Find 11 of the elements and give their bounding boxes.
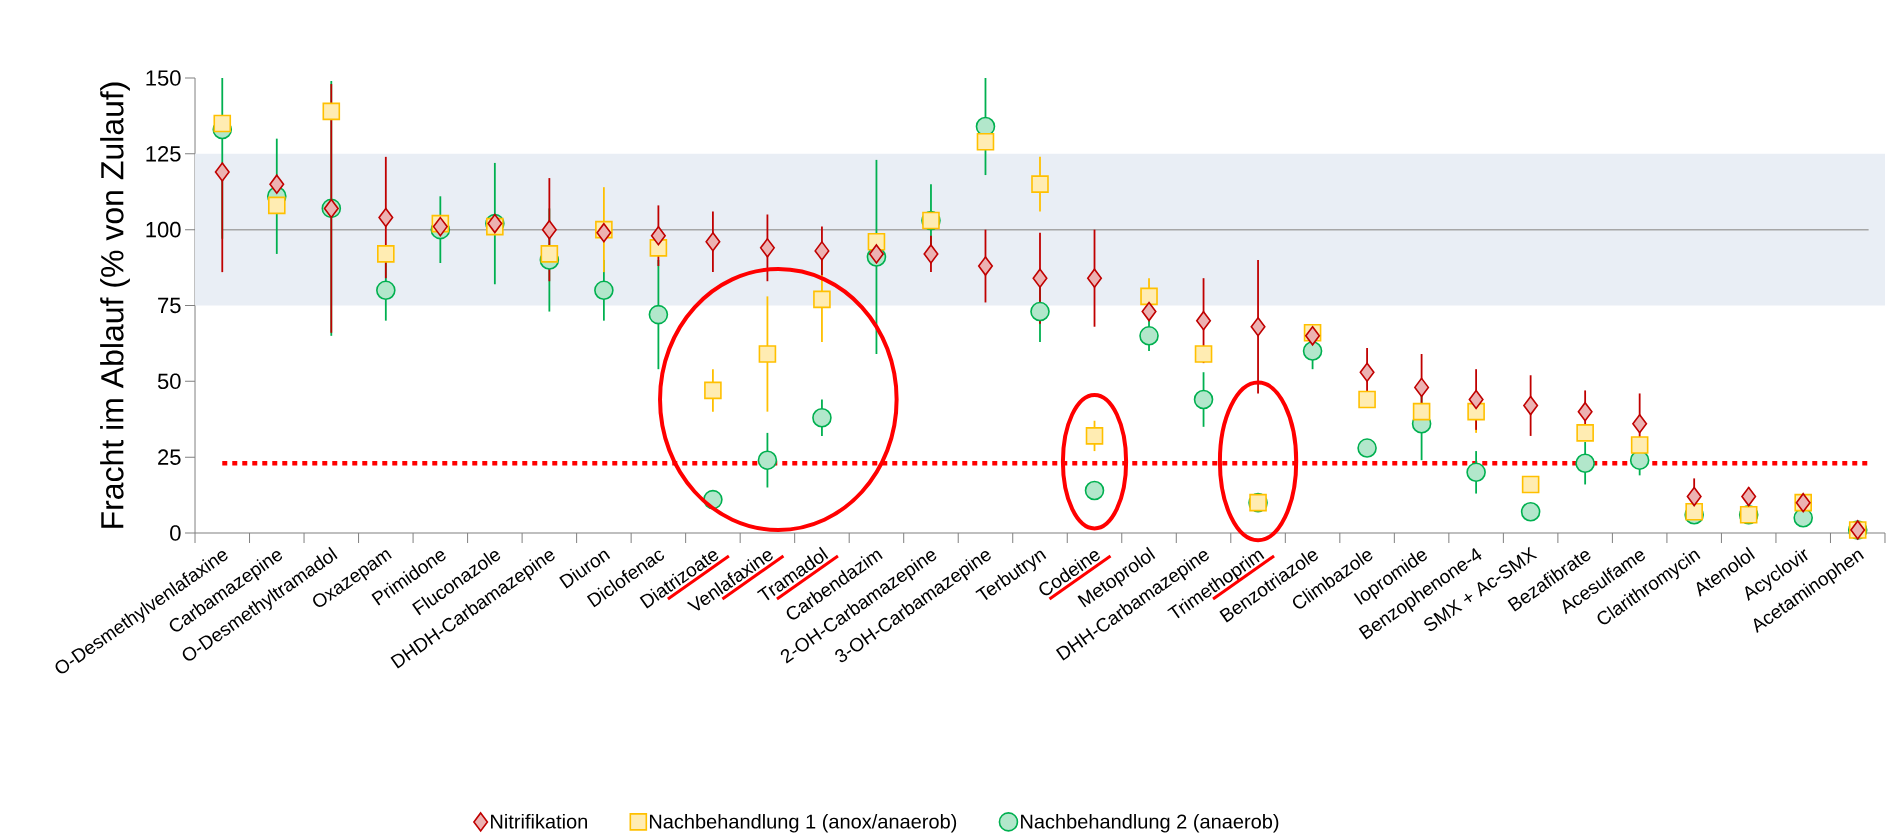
legend-label: Nitrifikation	[491, 813, 587, 829]
legend-label: Nachbehandlung 1 (anox/anaerob)	[649, 813, 957, 833]
y-tick-label: 50	[157, 373, 181, 390]
y-tick-label: 125	[146, 146, 181, 162]
y-tick-label: 0	[170, 525, 181, 541]
y-tick-label: 150	[146, 70, 181, 86]
y-tick-label: 100	[146, 221, 181, 238]
y-axis-title: Fracht im Ablauf (% von Zulauf)	[100, 82, 130, 528]
legend-label: Nachbehandlung 2 (anaerob)	[1021, 813, 1279, 833]
y-tick-label: 25	[158, 449, 181, 465]
y-tick-label: 75	[158, 297, 181, 314]
